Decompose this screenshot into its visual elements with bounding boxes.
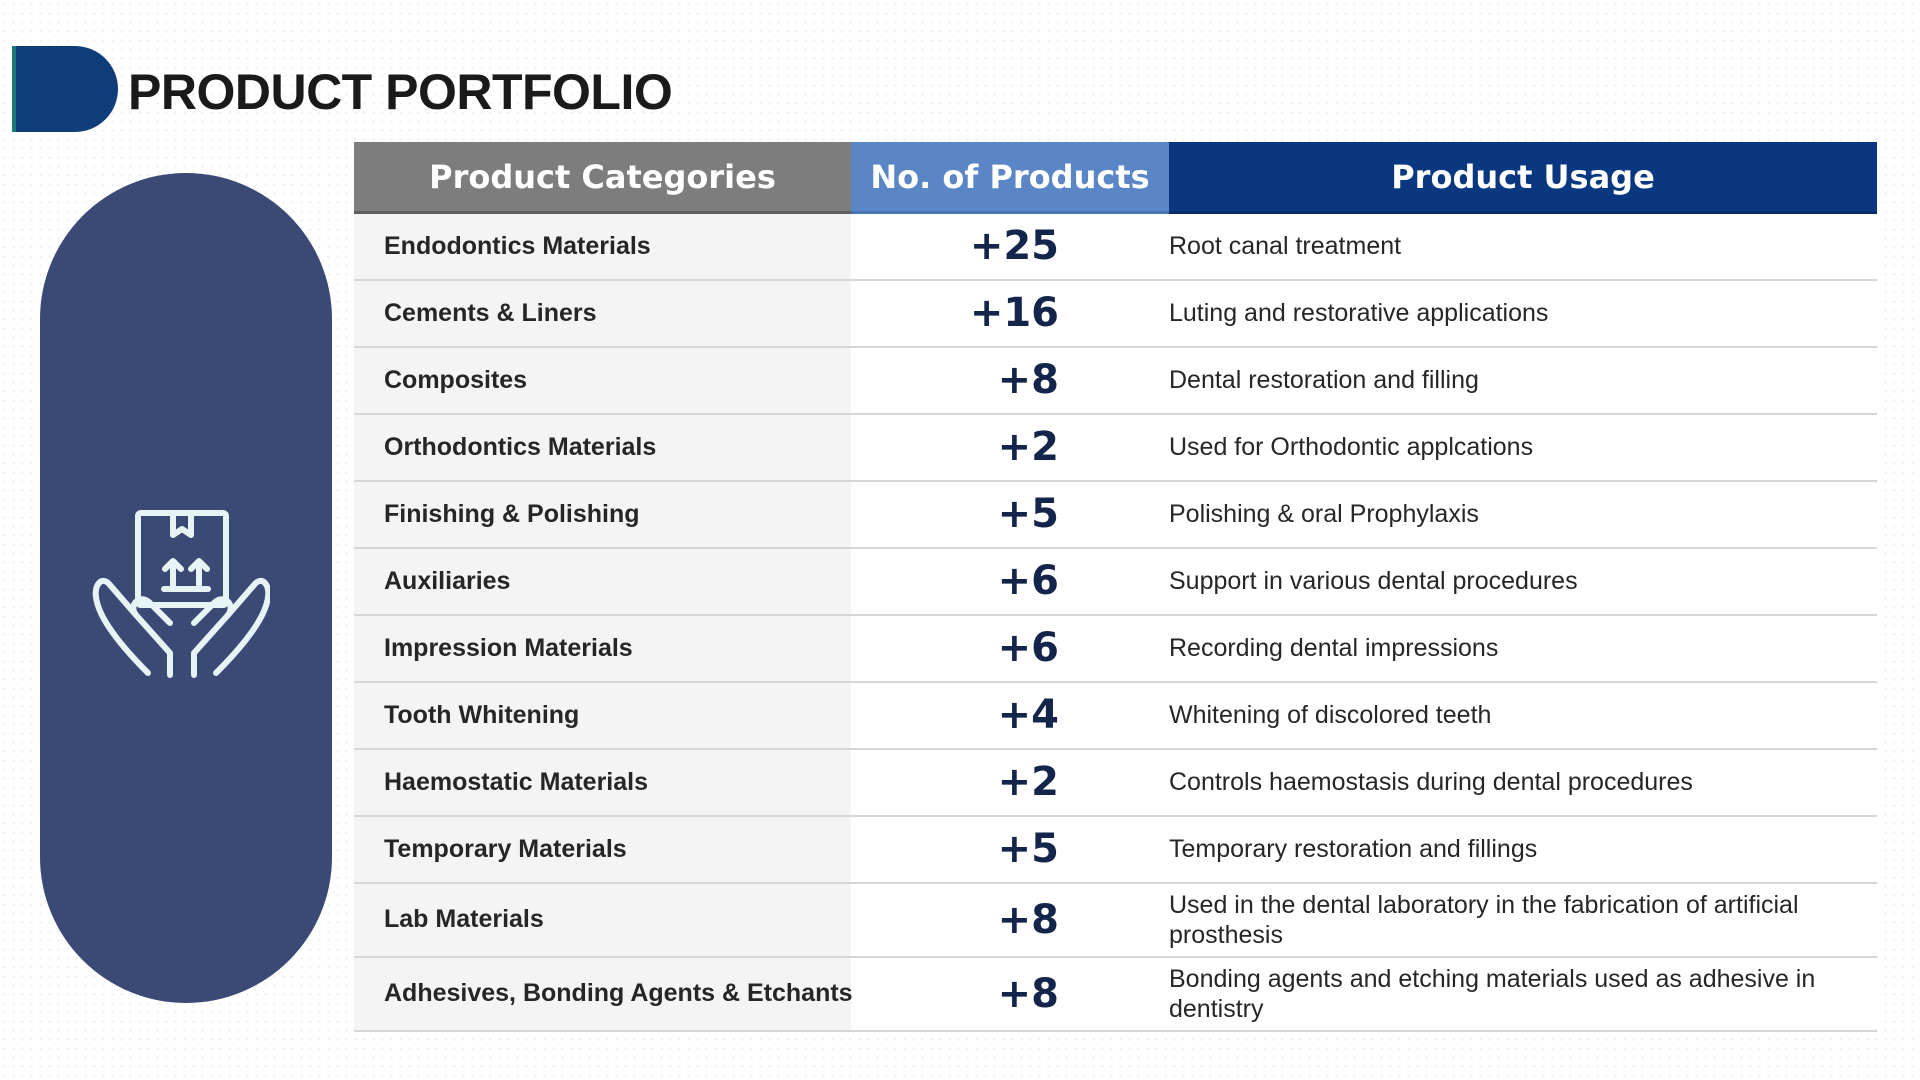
count-cell: +8 (851, 346, 1169, 415)
category-cell: Impression Materials (354, 614, 851, 683)
count-cell: +6 (851, 614, 1169, 683)
page-title: PRODUCT PORTFOLIO (128, 64, 673, 120)
category-cell: Tooth Whitening (354, 681, 851, 750)
usage-cell: Used for Orthodontic applcations (1169, 413, 1877, 482)
table-row: Composites +8 Dental restoration and fil… (354, 346, 1877, 415)
category-cell: Composites (354, 346, 851, 415)
usage-cell: Whitening of discolored teeth (1169, 681, 1877, 750)
table-row: Cements & Liners +16 Luting and restorat… (354, 279, 1877, 348)
table-row: Adhesives, Bonding Agents & Etchants +8 … (354, 956, 1877, 1032)
usage-cell: Recording dental impressions (1169, 614, 1877, 683)
usage-cell: Bonding agents and etching materials use… (1169, 956, 1877, 1032)
category-cell: Haemostatic Materials (354, 748, 851, 817)
count-cell: +2 (851, 413, 1169, 482)
category-cell: Lab Materials (354, 882, 851, 958)
category-cell: Adhesives, Bonding Agents & Etchants (354, 956, 853, 1032)
header-product-usage: Product Usage (1169, 142, 1877, 214)
table-row: Haemostatic Materials +2 Controls haemos… (354, 748, 1877, 817)
count-cell: +6 (851, 547, 1169, 616)
table-row: Endodontics Materials +25 Root canal tre… (354, 212, 1877, 281)
table-row: Auxiliaries +6 Support in various dental… (354, 547, 1877, 616)
category-cell: Auxiliaries (354, 547, 851, 616)
count-cell: +2 (851, 748, 1169, 817)
count-cell: +8 (851, 882, 1169, 958)
usage-cell: Temporary restoration and fillings (1169, 815, 1877, 884)
count-cell: +5 (851, 480, 1169, 549)
category-cell: Temporary Materials (354, 815, 851, 884)
category-cell: Cements & Liners (354, 279, 851, 348)
table-row: Finishing & Polishing +5 Polishing & ora… (354, 480, 1877, 549)
table-row: Temporary Materials +5 Temporary restora… (354, 815, 1877, 884)
table-row: Impression Materials +6 Recording dental… (354, 614, 1877, 683)
usage-cell: Support in various dental procedures (1169, 547, 1877, 616)
usage-cell: Controls haemostasis during dental proce… (1169, 748, 1877, 817)
table-row: Orthodontics Materials +2 Used for Ortho… (354, 413, 1877, 482)
header-product-categories: Product Categories (354, 142, 851, 214)
count-cell: +5 (851, 815, 1169, 884)
count-cell: +16 (851, 279, 1169, 348)
hands-holding-box-icon (92, 510, 270, 678)
product-table: Product Categories No. of Products Produ… (354, 142, 1877, 1032)
count-cell: +8 (851, 956, 1169, 1032)
usage-cell: Dental restoration and filling (1169, 346, 1877, 415)
category-cell: Endodontics Materials (354, 212, 851, 281)
table-row: Tooth Whitening +4 Whitening of discolor… (354, 681, 1877, 750)
category-cell: Finishing & Polishing (354, 480, 851, 549)
count-cell: +25 (851, 212, 1169, 281)
table-header-row: Product Categories No. of Products Produ… (354, 142, 1877, 214)
usage-cell: Polishing & oral Prophylaxis (1169, 480, 1877, 549)
category-cell: Orthodontics Materials (354, 413, 851, 482)
title-accent-bar (12, 46, 118, 132)
header-number-of-products: No. of Products (851, 142, 1169, 214)
usage-cell: Luting and restorative applications (1169, 279, 1877, 348)
count-cell: +4 (851, 681, 1169, 750)
usage-cell: Used in the dental laboratory in the fab… (1169, 882, 1877, 958)
usage-cell: Root canal treatment (1169, 212, 1877, 281)
table-row: Lab Materials +8 Used in the dental labo… (354, 882, 1877, 958)
